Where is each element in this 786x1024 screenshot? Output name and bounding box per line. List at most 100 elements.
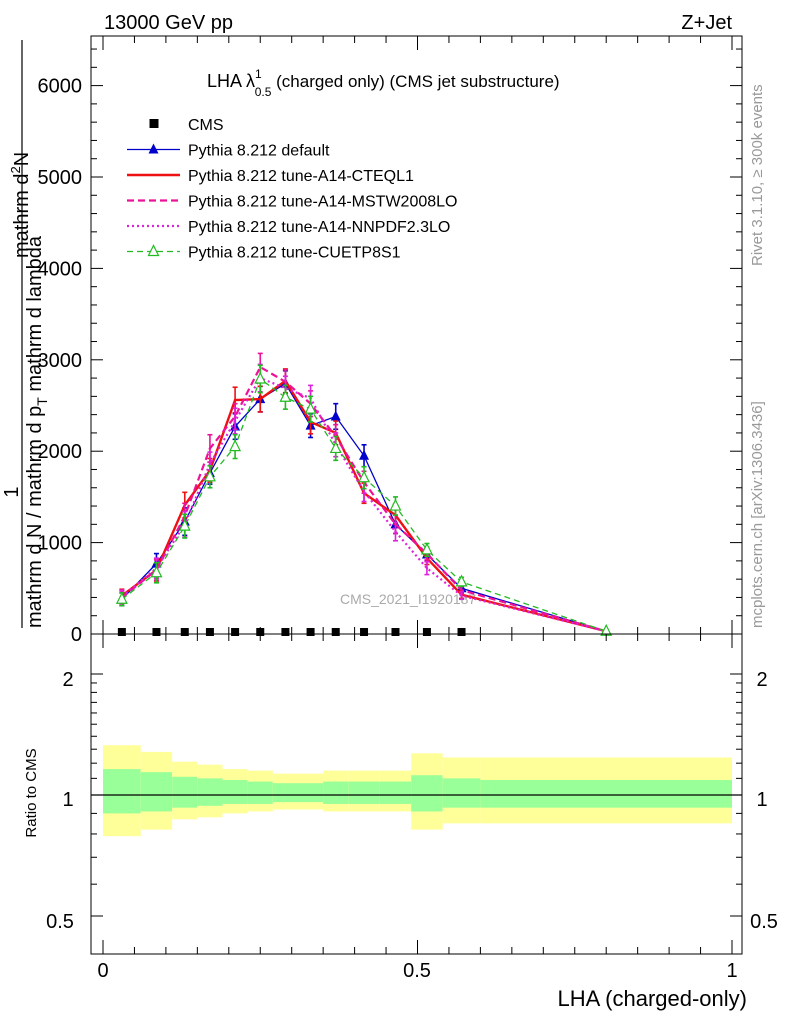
x-axis-label: LHA (charged-only)	[557, 986, 747, 1011]
legend-marker-cms	[149, 119, 159, 128]
ratio-ylabel: Ratio to CMS	[23, 748, 40, 837]
mcplots-label: mcplots.cern.ch [arXiv:1306.3436]	[749, 401, 766, 628]
legend-label: Pythia 8.212 tune-A14-CTEQL1	[188, 168, 414, 185]
ylabel-one: 1	[1, 486, 23, 497]
main-ytick-label: 0	[71, 624, 82, 646]
ratio-band-inner	[379, 781, 412, 804]
data-point	[362, 490, 366, 493]
legend-marker	[148, 143, 159, 154]
data-point	[229, 439, 242, 452]
legend: CMS Pythia 8.212 default Pythia 8.212 tune…	[127, 117, 457, 262]
ratio-ytick-right-2: 2	[756, 669, 767, 691]
legend-item-cms: CMS	[149, 117, 224, 134]
legend-item-1: Pythia 8.212 tune-A14-CTEQL1	[127, 168, 414, 185]
data-point	[178, 518, 191, 531]
ratio-band-inner	[197, 778, 223, 806]
main-ytick-label: 1000	[38, 533, 83, 555]
cms-point	[152, 628, 161, 636]
xtick-05: 0.5	[403, 960, 431, 982]
ratio-band-inner	[247, 781, 273, 804]
ratio-ytick-right-05: 0.5	[750, 911, 778, 933]
ratio-frame	[90, 633, 743, 955]
data-point	[279, 389, 292, 402]
data-point	[425, 566, 429, 570]
data-point	[455, 574, 468, 587]
ratio-ytick-left-2: 2	[62, 669, 73, 691]
cms-points	[117, 628, 466, 636]
data-point	[304, 401, 317, 414]
watermark: CMS_2021_I1920187	[340, 591, 476, 607]
ylabel-main: mathrm d N / mathrm d pT mathrm d lambda	[24, 235, 50, 628]
ratio-band-inner	[103, 769, 141, 814]
cms-point	[360, 628, 369, 636]
data-point	[460, 594, 463, 597]
series-line	[121, 365, 607, 633]
ratio-band-inner	[442, 778, 481, 808]
legend-label: CMS	[188, 117, 224, 134]
xtick-1: 1	[726, 960, 737, 982]
legend-label: Pythia 8.212 default	[188, 143, 330, 160]
ratio-band-inner	[323, 781, 349, 804]
data-point	[203, 469, 216, 482]
y-axis-label: 1 mathrm d N / mathrm d pT mathrm d lamb…	[1, 40, 50, 628]
legend-label: Pythia 8.212 tune-CUETP8S1	[188, 245, 401, 262]
data-point	[329, 441, 342, 454]
data-point	[208, 462, 212, 466]
panel-title: LHA λ1 0.5 (charged only) (CMS jet substr…	[207, 67, 560, 99]
main-ytick-label: 2000	[38, 441, 83, 463]
data-point	[150, 565, 163, 578]
legend-label: Pythia 8.212 tune-A14-NNPDF2.3LO	[188, 219, 450, 236]
data-point	[330, 410, 341, 421]
cms-point	[422, 628, 431, 636]
ratio-ytick-left-05: 0.5	[46, 911, 74, 933]
legend-marker	[147, 244, 160, 257]
data-point	[259, 397, 262, 401]
ratio-axis-ticks	[91, 634, 742, 954]
ratio-band-inner	[411, 775, 443, 812]
main-ytick-label: 3000	[38, 350, 83, 372]
data-point	[460, 588, 463, 592]
cms-point	[306, 628, 315, 636]
ratio-band-inner	[272, 783, 298, 803]
main-ytick-label: 6000	[38, 76, 83, 98]
main-axis-ticks	[91, 36, 742, 635]
data-point	[389, 498, 402, 511]
series-4	[115, 364, 613, 636]
ratio-ytick-right-1: 1	[756, 789, 767, 811]
data-point	[254, 371, 267, 384]
cms-point	[457, 628, 466, 636]
main-y-tick-labels: 0 1000 2000 3000 4000 5000 6000	[38, 76, 83, 646]
data-point	[394, 530, 397, 533]
cms-point	[117, 628, 126, 636]
legend-item-3: Pythia 8.212 tune-A14-NNPDF2.3LO	[127, 219, 450, 236]
main-panel: 0 1000 2000 3000 4000 5000 6000 CMS_2021_I1920…	[1, 35, 743, 646]
cms-point	[391, 628, 400, 636]
series-line	[121, 379, 607, 633]
data-point	[115, 591, 128, 604]
legend-label: Pythia 8.212 tune-A14-MSTW2008LO	[188, 194, 457, 211]
ratio-band-inner	[297, 783, 324, 803]
cms-point	[180, 628, 189, 636]
ratio-band-inner	[222, 779, 248, 804]
main-ytick-label: 5000	[38, 167, 83, 189]
rivet-label: Rivet 3.1.10, ≥ 300k events	[749, 84, 766, 266]
ratio-band-inner	[140, 772, 173, 812]
ratio-ytick-left-1: 1	[62, 789, 73, 811]
ratio-uncertainty-bands	[103, 745, 732, 837]
data-point	[208, 447, 212, 450]
main-ytick-label: 4000	[38, 258, 83, 280]
ylabel-frac-top: mathrm d2N	[8, 152, 33, 258]
ratio-band-inner	[480, 779, 732, 808]
legend-item-0: Pythia 8.212 default	[127, 143, 330, 160]
process-label: Z+Jet	[681, 12, 732, 34]
data-point	[233, 419, 237, 423]
legend-item-2: Pythia 8.212 tune-A14-MSTW2008LO	[127, 194, 457, 211]
data-point	[233, 398, 237, 402]
ratio-panel: 2 1 0.5 2 1 0.5 Ratio to CMS	[23, 633, 778, 955]
cms-point	[256, 628, 265, 636]
cms-point	[331, 628, 340, 636]
cms-point	[281, 628, 290, 636]
xtick-0: 0	[97, 960, 108, 982]
data-point	[359, 449, 370, 460]
